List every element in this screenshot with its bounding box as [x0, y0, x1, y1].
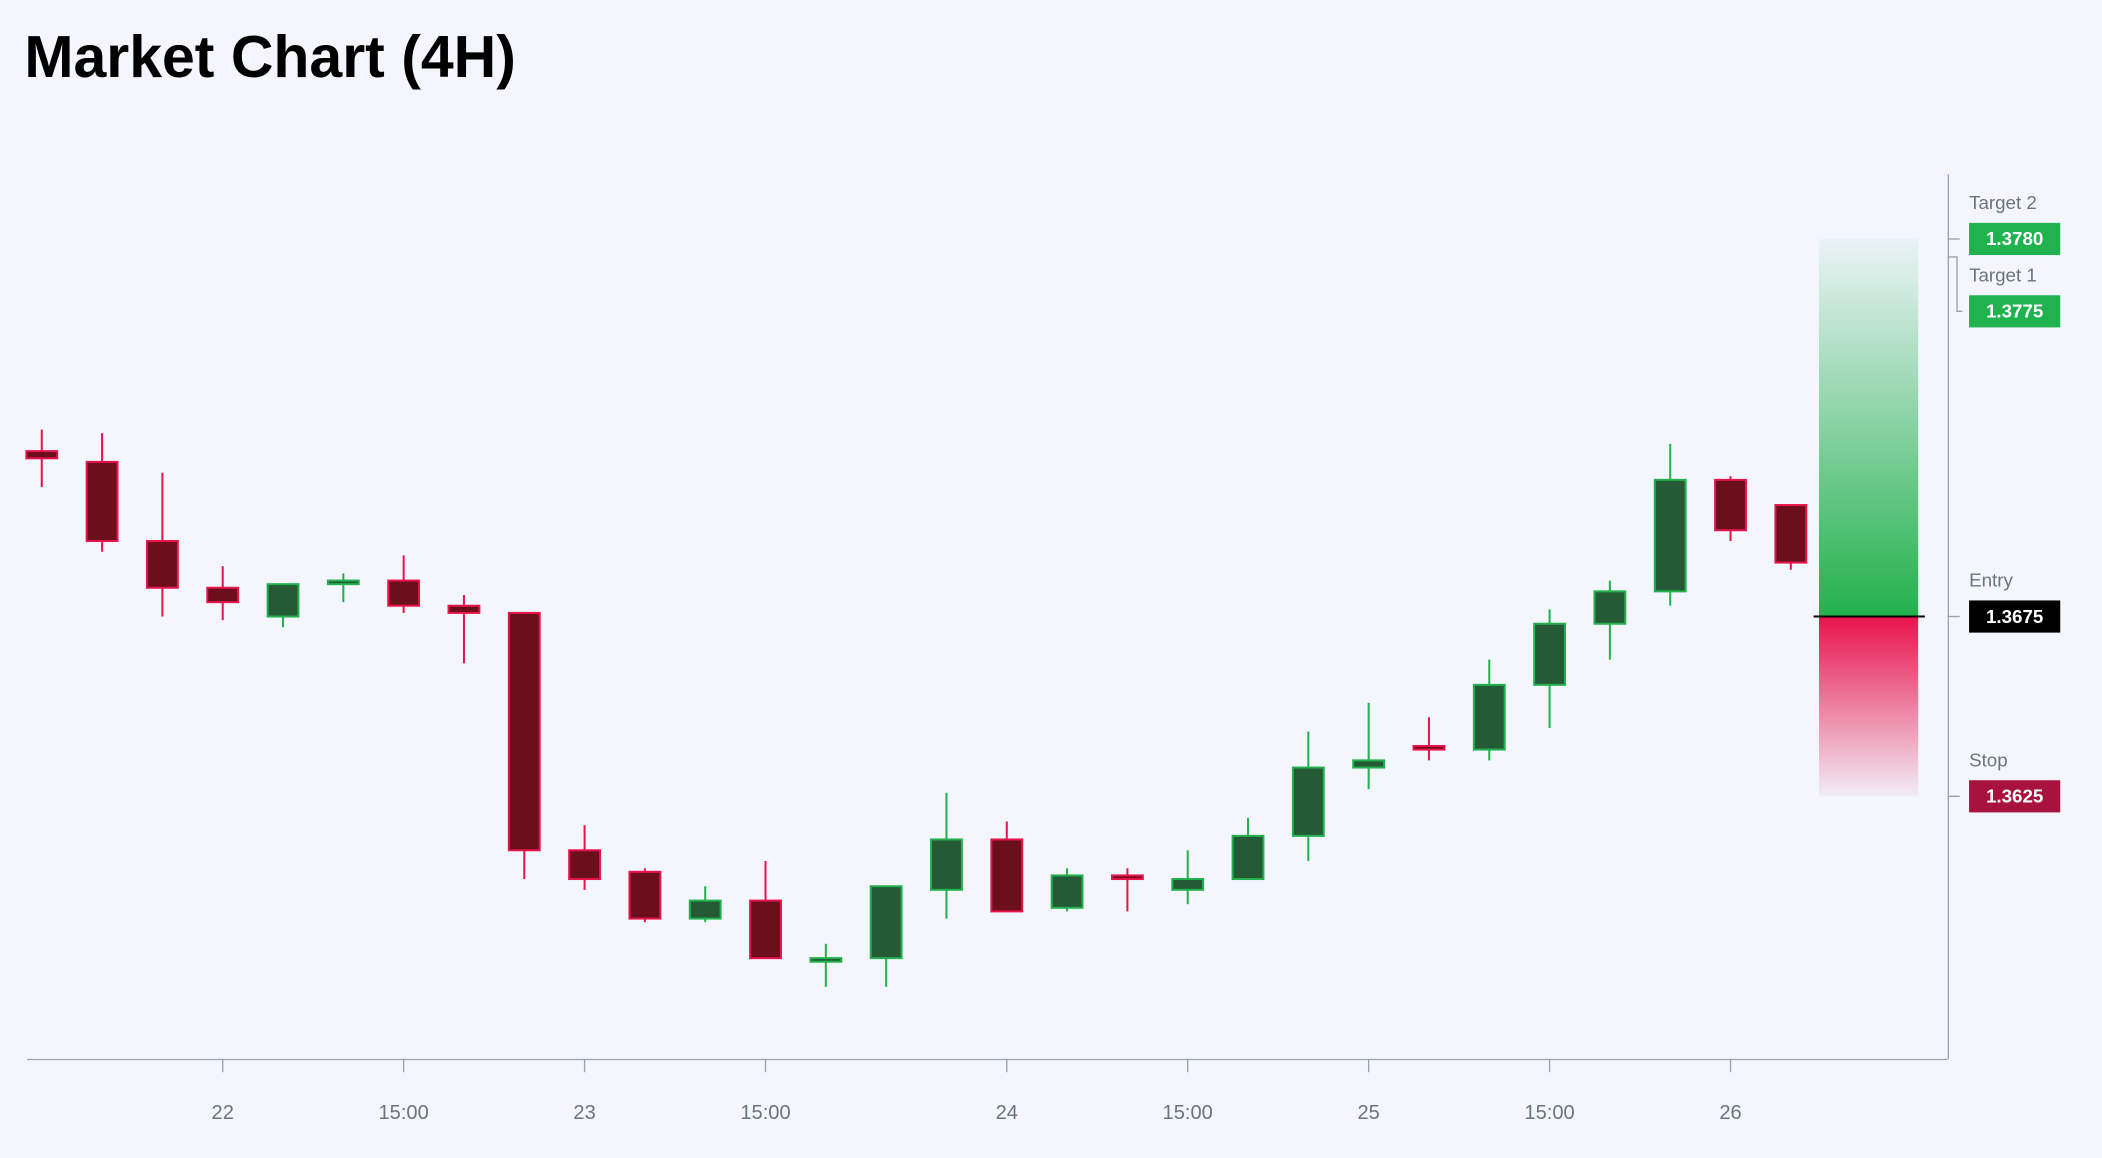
candle-body [1533, 622, 1567, 686]
candle-body [25, 450, 59, 460]
candle-body [749, 899, 782, 960]
candle-body [869, 885, 903, 960]
level-value: 1.3775 [1986, 301, 2043, 322]
level-name: Target 2 [1969, 192, 2037, 213]
candle-body [1653, 478, 1687, 593]
risk-zone [1818, 616, 1919, 797]
level-value: 1.3780 [1986, 228, 2043, 249]
x-tick-label: 23 [573, 1102, 595, 1124]
level-badge [1969, 780, 2061, 813]
candle-body [1171, 878, 1205, 891]
candle-body [1593, 590, 1627, 625]
candle-body [266, 583, 300, 618]
level-value: 1.3625 [1986, 786, 2043, 807]
candle-body [1231, 834, 1265, 881]
candle-body [1472, 683, 1506, 751]
candle-body [688, 899, 722, 920]
x-tick-label: 15:00 [740, 1102, 790, 1124]
x-tick-label: 22 [212, 1102, 234, 1124]
level-badge [1969, 600, 2061, 633]
x-tick-label: 26 [1719, 1102, 1741, 1124]
level-name: Target 1 [1969, 264, 2037, 285]
level-badge [1969, 222, 2061, 256]
candle-body [447, 604, 481, 614]
candle-body [568, 849, 602, 881]
level-badge [1969, 295, 2061, 328]
x-tick-label: 15:00 [378, 1102, 428, 1124]
reward-zone [1818, 238, 1919, 617]
candle-body [1412, 744, 1446, 751]
candle-body [1714, 478, 1747, 532]
candle-body [1352, 759, 1386, 769]
candle-body [809, 957, 843, 963]
chart-title: Market Chart (4H) [24, 25, 516, 90]
candle-body [628, 870, 662, 920]
candle-body [507, 611, 541, 852]
level-value: 1.3675 [1986, 606, 2043, 627]
candle-body [930, 838, 963, 891]
candle-body [145, 540, 179, 589]
level-name: Entry [1969, 570, 2013, 591]
candle-body [990, 838, 1024, 913]
candle-body [326, 579, 360, 586]
x-tick-label: 15:00 [1524, 1102, 1574, 1124]
candle-body [1291, 766, 1325, 837]
candle-body [1050, 874, 1084, 909]
candle-body [206, 586, 240, 604]
candle-body [1774, 504, 1808, 564]
candle-body [387, 579, 421, 607]
level-tick [1947, 256, 1963, 313]
x-tick-label: 24 [996, 1102, 1018, 1124]
x-tick-label: 15:00 [1163, 1102, 1213, 1124]
level-name: Stop [1969, 749, 2008, 770]
candle-body [85, 460, 119, 543]
candle-body [1110, 874, 1144, 881]
x-tick-label: 25 [1357, 1102, 1379, 1124]
